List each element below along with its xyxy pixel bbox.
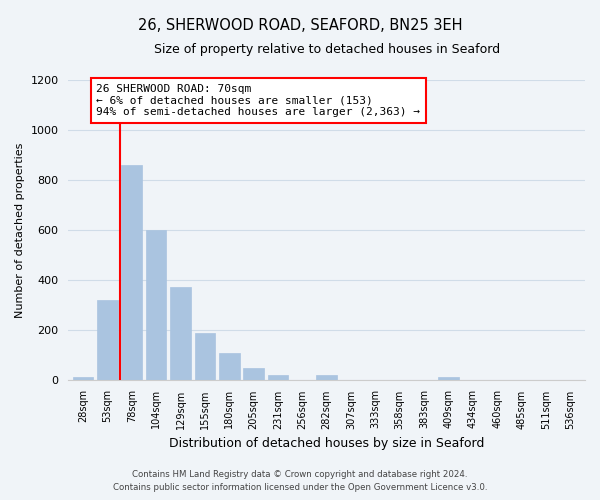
Title: Size of property relative to detached houses in Seaford: Size of property relative to detached ho…	[154, 42, 500, 56]
Text: 26 SHERWOOD ROAD: 70sqm
← 6% of detached houses are smaller (153)
94% of semi-de: 26 SHERWOOD ROAD: 70sqm ← 6% of detached…	[97, 84, 421, 117]
Bar	[97, 300, 118, 380]
Y-axis label: Number of detached properties: Number of detached properties	[15, 142, 25, 318]
Bar	[170, 288, 191, 380]
Bar	[73, 377, 94, 380]
Bar	[268, 374, 289, 380]
Bar	[438, 377, 459, 380]
Bar	[146, 230, 166, 380]
X-axis label: Distribution of detached houses by size in Seaford: Distribution of detached houses by size …	[169, 437, 484, 450]
Bar	[219, 354, 239, 380]
Text: 26, SHERWOOD ROAD, SEAFORD, BN25 3EH: 26, SHERWOOD ROAD, SEAFORD, BN25 3EH	[138, 18, 462, 32]
Text: Contains HM Land Registry data © Crown copyright and database right 2024.
Contai: Contains HM Land Registry data © Crown c…	[113, 470, 487, 492]
Bar	[121, 165, 142, 380]
Bar	[194, 334, 215, 380]
Bar	[243, 368, 264, 380]
Bar	[316, 374, 337, 380]
